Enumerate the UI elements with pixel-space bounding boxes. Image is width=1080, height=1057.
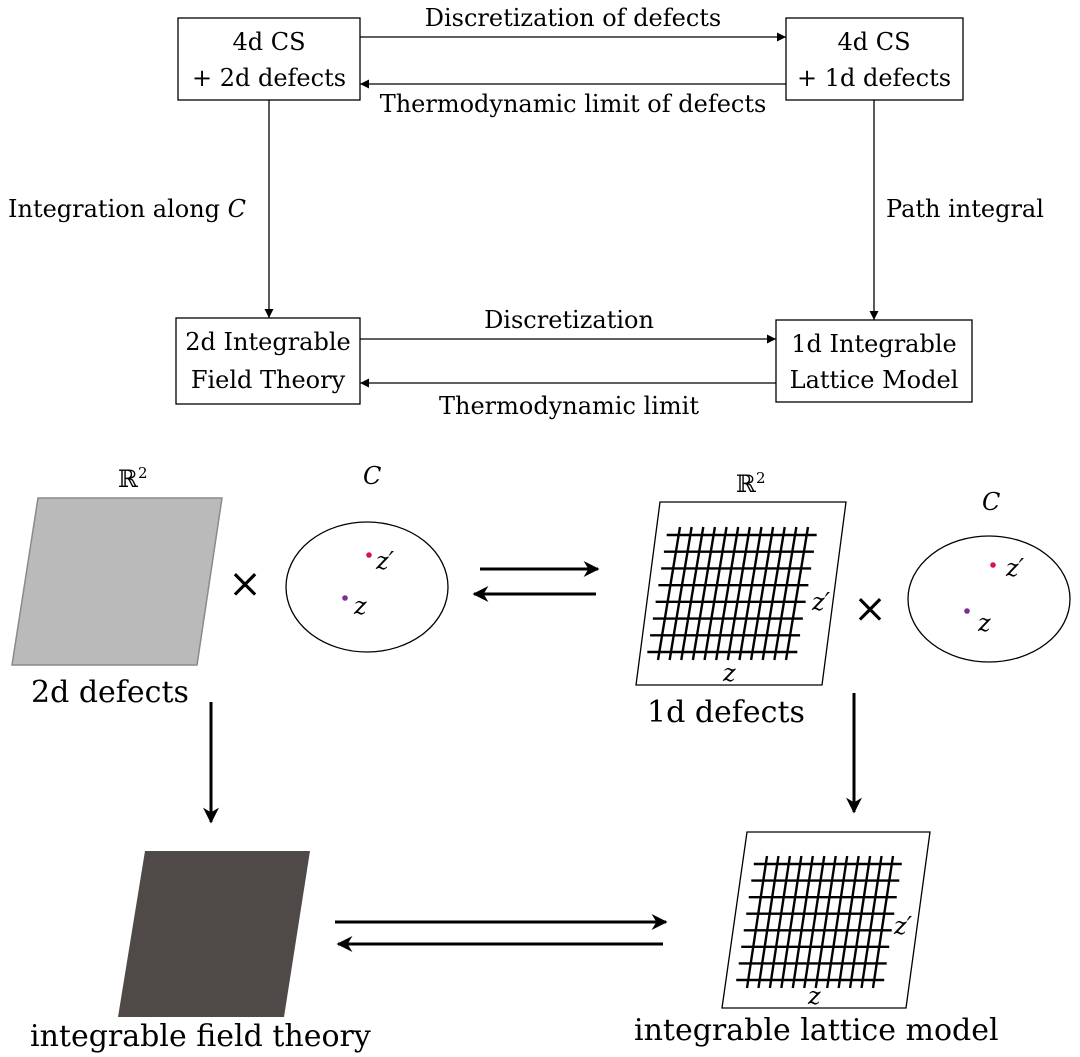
label-z-lattice: z xyxy=(807,982,821,1010)
illustration: ℝ2 × C z′ z 2d defects z′ z ℝ2 × C z′ z … xyxy=(11,462,1071,1054)
curve-c-label-left: C xyxy=(363,462,381,490)
box-4d-cs-2d-line1: 4d CS xyxy=(232,28,305,56)
label-zprime-grid: z′ xyxy=(811,588,831,616)
defect-line-vertical xyxy=(745,855,769,989)
defect-line-vertical xyxy=(714,526,740,661)
box-4d-cs-2d-line2: + 2d defects xyxy=(192,64,346,92)
label-z-grid: z xyxy=(722,659,736,687)
curve-c-right xyxy=(907,535,1071,663)
defect-line-vertical xyxy=(757,855,780,989)
defect-line-vertical xyxy=(784,526,810,661)
box-2d-line2: Field Theory xyxy=(191,366,346,394)
box-1d-integrable-lattice-model: 1d Integrable Lattice Model xyxy=(775,319,973,403)
defect-line-vertical xyxy=(768,855,792,989)
label-thermodynamic-limit-of-defects: Thermodynamic limit of defects xyxy=(380,90,767,118)
r2-label-right: ℝ2 xyxy=(736,469,766,498)
label-z-left: z xyxy=(353,592,367,620)
defect-line-vertical xyxy=(761,526,786,661)
box-4d-cs-2d-defects: 4d CS + 2d defects xyxy=(177,17,361,101)
defect-line-vertical xyxy=(749,526,775,661)
box-1d-line1: 1d Integrable xyxy=(791,330,956,358)
caption-1d-defects: 1d defects xyxy=(647,695,805,730)
defect-line-vertical xyxy=(803,855,826,989)
point-zprime-left xyxy=(366,552,372,558)
times-symbol-right: × xyxy=(853,586,887,632)
field-theory-plane xyxy=(118,851,310,1017)
defect-line-vertical xyxy=(680,526,705,661)
label-z-right: z xyxy=(977,609,991,637)
curve-c-left xyxy=(285,521,449,653)
box-2d-line1: 2d Integrable xyxy=(185,328,350,356)
times-symbol-left: × xyxy=(228,561,262,607)
defect-line-vertical xyxy=(738,526,763,661)
defect-line-vertical xyxy=(791,855,815,989)
point-zprime-right xyxy=(990,562,996,568)
defect-line-vertical xyxy=(871,855,895,989)
box-4d-cs-1d-line2: + 1d defects xyxy=(797,64,951,92)
defect-line-vertical xyxy=(726,526,752,661)
label-discretization-of-defects: Discretization of defects xyxy=(425,4,722,32)
r2-plane-2d-defects xyxy=(11,497,223,666)
label-zprime-left: z′ xyxy=(375,547,395,575)
label-thermodynamic-limit: Thermodynamic limit xyxy=(439,392,699,420)
defect-line-vertical xyxy=(837,855,860,989)
defect-line-vertical xyxy=(780,855,803,989)
defect-line-vertical xyxy=(825,855,849,989)
caption-integrable-lattice-model: integrable lattice model xyxy=(634,1013,999,1048)
box-4d-cs-1d-defects: 4d CS + 1d defects xyxy=(785,17,964,101)
point-z-left xyxy=(342,595,348,601)
box-4d-cs-1d-line1: 4d CS xyxy=(837,28,910,56)
caption-2d-defects: 2d defects xyxy=(31,675,189,710)
defect-line-vertical xyxy=(703,526,728,661)
integrable-lattice-grid xyxy=(736,855,902,989)
caption-integrable-field-theory: integrable field theory xyxy=(30,1019,371,1054)
curve-c-label-right: C xyxy=(982,488,1000,516)
defect-line-vertical xyxy=(860,855,883,989)
label-path-integral: Path integral xyxy=(886,195,1044,223)
flow-diagram: 4d CS + 2d defects 4d CS + 1d defects 2d… xyxy=(8,4,1044,420)
defect-line-vertical xyxy=(848,855,872,989)
point-z-right xyxy=(964,608,970,614)
defect-line-vertical xyxy=(656,526,682,661)
defect-line-vertical xyxy=(668,526,693,661)
defect-lattice-grid xyxy=(647,526,817,661)
defect-line-vertical xyxy=(773,526,798,661)
defect-line-vertical xyxy=(691,526,717,661)
label-integration-along-c: Integration along C xyxy=(8,195,246,223)
box-1d-line2: Lattice Model xyxy=(790,366,959,394)
defect-line-vertical xyxy=(814,855,837,989)
label-zprime-lattice: z′ xyxy=(893,912,913,940)
label-zprime-right: z′ xyxy=(1005,554,1025,582)
r2-label-left: ℝ2 xyxy=(118,464,148,493)
label-discretization: Discretization xyxy=(484,306,654,334)
box-2d-integrable-field-theory: 2d Integrable Field Theory xyxy=(175,317,361,405)
